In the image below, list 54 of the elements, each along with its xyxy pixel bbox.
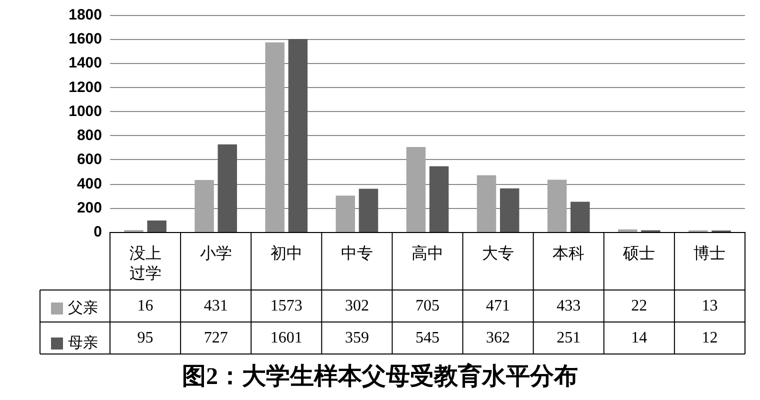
bar (570, 202, 590, 232)
bar (336, 196, 356, 232)
data-label: 251 (556, 330, 581, 346)
data-label: 13 (702, 298, 718, 314)
data-label: 14 (631, 330, 648, 346)
bar (618, 229, 638, 232)
x-tick-label: 硕士 (622, 244, 656, 262)
y-tick-label: 200 (76, 199, 102, 216)
data-label: 727 (204, 330, 228, 346)
data-label: 359 (344, 330, 369, 346)
y-tick-label: 800 (76, 127, 102, 144)
data-label: 95 (137, 330, 154, 346)
data-label: 431 (204, 298, 228, 314)
data-label: 1601 (270, 330, 302, 346)
y-tick-label: 600 (76, 151, 102, 168)
bar (288, 38, 308, 232)
y-tick-label: 1800 (68, 6, 102, 24)
y-tick-label: 0 (94, 224, 102, 240)
y-tick-label: 1400 (68, 54, 102, 72)
data-label: 705 (416, 298, 440, 314)
y-tick-label: 1600 (68, 30, 102, 48)
x-tick-label: 没上过学 (129, 244, 162, 282)
data-label: 362 (486, 330, 510, 346)
x-tick-label: 初中 (270, 244, 302, 262)
bar (358, 188, 378, 232)
data-label: 1573 (270, 298, 302, 314)
x-tick-label: 大专 (482, 244, 514, 262)
y-tick-label: 400 (76, 175, 102, 192)
data-label: 545 (416, 330, 440, 346)
data-label: 471 (486, 298, 510, 314)
bar (476, 175, 496, 232)
y-tick-label: 1200 (68, 78, 102, 96)
x-tick-label: 中专 (340, 244, 373, 262)
bar (147, 220, 166, 232)
x-tick-label: 博士 (694, 244, 726, 262)
legend-label: 母亲 (68, 334, 98, 352)
data-label: 433 (556, 298, 581, 314)
data-label: 16 (137, 298, 154, 314)
x-tick-label: 高中 (412, 244, 444, 262)
bar (194, 180, 214, 232)
bar (500, 188, 520, 232)
bar (265, 42, 284, 232)
bar (218, 144, 237, 232)
data-label: 12 (702, 330, 718, 346)
bar (547, 180, 567, 232)
bar (429, 166, 449, 232)
legend-label: 父亲 (68, 300, 98, 316)
x-tick-label: 小学 (200, 244, 232, 262)
bar (406, 147, 426, 232)
data-label: 302 (344, 298, 369, 314)
data-label: 22 (631, 298, 648, 314)
y-tick-label: 1000 (68, 102, 102, 120)
x-tick-label: 本科 (552, 244, 585, 262)
text: 图2：大学生样本父母受教育水平分布 (182, 362, 578, 390)
